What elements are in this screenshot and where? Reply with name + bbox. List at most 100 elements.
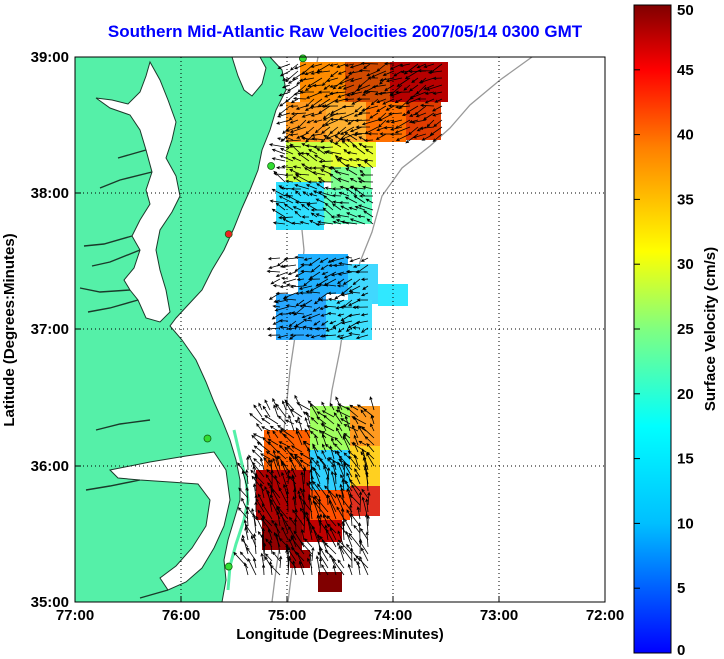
- velocity-vector: [347, 563, 353, 576]
- velocity-vector: [264, 553, 273, 562]
- velocity-vector: [293, 325, 305, 329]
- velocity-vector: [305, 98, 315, 108]
- velocity-vector: [273, 170, 286, 183]
- velocity-vector: [313, 119, 323, 123]
- velocity-vector: [279, 70, 291, 77]
- velocity-vector: [330, 437, 335, 446]
- velocity-vector: [338, 156, 350, 162]
- velocity-vector: [261, 426, 271, 432]
- velocity-vector: [337, 91, 355, 98]
- velocity-vector: [323, 195, 334, 204]
- velocity-vector: [272, 320, 281, 325]
- velocity-vector: [340, 292, 353, 297]
- velocity-vector: [334, 292, 345, 300]
- velocity-vector: [331, 187, 342, 191]
- velocity-vector: [345, 187, 358, 197]
- velocity-vector: [341, 320, 353, 325]
- velocity-vector: [383, 126, 395, 130]
- velocity-vector: [324, 524, 329, 541]
- velocity-vector: [378, 91, 395, 96]
- velocity-vector: [249, 412, 263, 425]
- velocity-vector: [321, 433, 327, 446]
- velocity-vector: [415, 112, 427, 118]
- velocity-vector: [290, 112, 307, 116]
- velocity-vector: [283, 433, 295, 446]
- velocity-vector: [328, 166, 342, 170]
- velocity-vector: [315, 555, 321, 576]
- velocity-vector: [282, 77, 291, 82]
- velocity-vector: [355, 84, 371, 92]
- velocity-vector: [331, 194, 342, 198]
- velocity-vector: [295, 430, 303, 446]
- velocity-vector: [303, 467, 307, 485]
- velocity-vector: [315, 278, 329, 287]
- velocity-vector: [394, 90, 411, 94]
- velocity-vector: [334, 437, 343, 446]
- velocity-vector: [332, 564, 337, 576]
- velocity-vector: [269, 539, 273, 555]
- velocity-vector: [371, 84, 387, 89]
- velocity-vector: [289, 143, 302, 155]
- velocity-vector: [311, 137, 326, 141]
- velocity-vector: [336, 450, 345, 471]
- velocity-vector: [329, 70, 339, 78]
- velocity-vector: [271, 519, 281, 534]
- velocity-vector: [299, 459, 311, 467]
- velocity-vector: [261, 527, 266, 548]
- velocity-vector: [257, 493, 265, 506]
- velocity-vector: [272, 397, 279, 411]
- velocity-vector: [299, 304, 313, 308]
- velocity-vector: [329, 527, 337, 541]
- map-title: Southern Mid-Atlantic Raw Velocities 200…: [107, 22, 583, 41]
- velocity-vector: [422, 112, 435, 121]
- velocity-vector: [343, 432, 351, 439]
- velocity-vector: [290, 445, 303, 453]
- velocity-vector: [364, 436, 375, 446]
- velocity-vector: [308, 193, 318, 197]
- velocity-vector: [297, 416, 303, 432]
- colorbar-tick-label: 20: [677, 386, 694, 403]
- velocity-vector: [321, 320, 329, 326]
- velocity-vector: [360, 277, 369, 281]
- velocity-vector: [427, 70, 443, 75]
- velocity-vector: [382, 70, 395, 76]
- velocity-vector: [316, 416, 327, 425]
- velocity-vector: [309, 220, 318, 225]
- velocity-vector: [290, 408, 303, 418]
- velocity-vector: [363, 63, 371, 70]
- velocity-vector: [281, 276, 289, 281]
- velocity-vector: [316, 459, 321, 471]
- velocity-vector: [416, 63, 427, 69]
- velocity-vector: [369, 112, 379, 119]
- velocity-vector: [305, 91, 323, 99]
- velocity-vector: [366, 70, 379, 77]
- velocity-vector: [302, 325, 313, 329]
- velocity-vector: [360, 409, 367, 418]
- velocity-vector: [367, 132, 379, 136]
- velocity-vector: [246, 455, 250, 471]
- velocity-vector: [308, 277, 321, 281]
- velocity-vector: [336, 63, 347, 68]
- velocity-vector: [337, 70, 347, 75]
- velocity-vector: [250, 469, 265, 485]
- velocity-vector: [269, 199, 286, 204]
- velocity-vector: [346, 91, 363, 97]
- velocity-vector: [309, 285, 321, 292]
- velocity-vector: [271, 157, 286, 162]
- velocity-vector: [324, 283, 337, 287]
- velocity-vector: [309, 403, 319, 418]
- velocity-vector: [333, 263, 345, 268]
- velocity-vector: [279, 148, 294, 155]
- velocity-vector: [322, 514, 329, 527]
- velocity-vector: [341, 140, 350, 148]
- velocity-vector: [295, 299, 305, 307]
- colorbar-tick-label: 5: [677, 580, 685, 597]
- velocity-vector: [361, 426, 375, 439]
- velocity-vector: [295, 190, 302, 197]
- velocity-vector: [337, 177, 350, 183]
- velocity-vector: [251, 461, 265, 478]
- velocity-vector: [301, 163, 310, 169]
- velocity-vector: [301, 112, 315, 118]
- velocity-vector: [332, 320, 345, 329]
- velocity-vector: [321, 126, 331, 134]
